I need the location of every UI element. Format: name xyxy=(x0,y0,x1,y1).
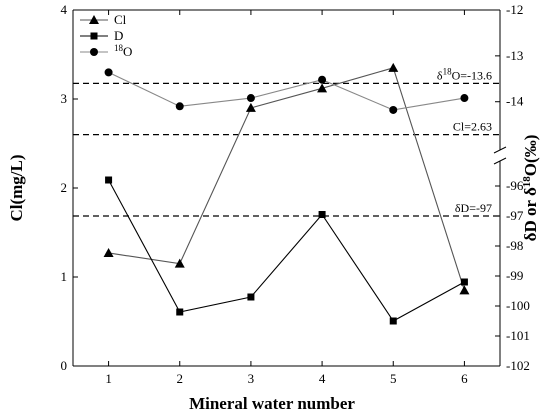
data-point-18o xyxy=(460,94,469,103)
x-tick-label: 1 xyxy=(105,371,112,386)
y-left-tick-label: 4 xyxy=(61,2,68,17)
y-axis-left: 0 1 2 3 4 xyxy=(61,2,78,373)
x-tick-label: 4 xyxy=(319,371,326,386)
data-point-cl xyxy=(459,285,470,295)
x-tick-label: 6 xyxy=(461,371,468,386)
series-18o xyxy=(104,68,469,114)
series-cl xyxy=(103,62,470,295)
y-axis-right-title: δD or δ18O(‰) xyxy=(521,135,540,242)
legend-marker-d xyxy=(90,32,98,40)
data-point-cl xyxy=(245,102,256,112)
x-tick-label: 5 xyxy=(390,371,397,386)
data-point-18o xyxy=(318,75,327,84)
legend-marker-18o xyxy=(90,48,98,56)
data-point-18o xyxy=(389,105,398,114)
y-right-tick-label: -14 xyxy=(506,94,524,109)
data-point-cl xyxy=(317,83,328,93)
series-line-d xyxy=(108,179,465,322)
y-right-tick-label: -100 xyxy=(506,298,530,313)
data-point-18o xyxy=(246,94,255,103)
x-tick-label: 3 xyxy=(248,371,255,386)
x-axis: 1 2 3 4 5 6 xyxy=(105,10,468,386)
data-point-cl xyxy=(174,258,185,268)
y-left-tick-label: 3 xyxy=(61,91,68,106)
legend-marker-cl xyxy=(89,15,99,24)
data-point-d xyxy=(105,176,113,184)
y-right-tick-label: -99 xyxy=(506,268,523,283)
y-right-tick-label: -98 xyxy=(506,238,523,253)
legend-label-cl: Cl xyxy=(114,12,127,27)
plot-frame xyxy=(72,9,507,367)
axis-break-mark xyxy=(493,157,507,165)
y-right-tick-label: -13 xyxy=(506,48,523,63)
x-axis-title: Mineral water number xyxy=(189,394,355,413)
y-left-tick-label: 1 xyxy=(61,269,68,284)
data-point-d xyxy=(176,308,184,316)
series-d xyxy=(105,176,468,325)
data-point-18o xyxy=(104,68,113,77)
reference-line-label: δ18O=-13.6 xyxy=(437,66,492,82)
y-right-tick-label: -12 xyxy=(506,2,523,17)
x-tick-label: 2 xyxy=(177,371,184,386)
y-right-tick-label: -101 xyxy=(506,328,530,343)
y-axis-right: -12 -13 -14 -96 -97 -98 -99 -100 -101 -102 xyxy=(495,2,530,373)
y-left-tick-label: 0 xyxy=(61,358,68,373)
axis-break-mark xyxy=(493,146,507,154)
data-point-18o xyxy=(175,102,184,111)
data-point-d xyxy=(389,317,397,325)
legend-label-18o: 18O xyxy=(114,43,132,59)
y-right-tick-label: -102 xyxy=(506,358,530,373)
series-layer xyxy=(103,62,470,325)
legend-label-d: D xyxy=(114,28,123,43)
data-point-d xyxy=(247,293,255,301)
reference-line-label: Cl=2.63 xyxy=(453,120,492,134)
y-right-tick-label: -97 xyxy=(506,208,524,223)
data-point-d xyxy=(460,278,468,286)
data-point-cl xyxy=(103,247,114,257)
series-line-cl xyxy=(108,67,465,291)
reference-line-label: δD=-97 xyxy=(455,201,492,215)
y-axis-left-title: Cl(mg/L) xyxy=(7,154,26,221)
series-line-18o xyxy=(108,71,465,111)
reference-lines: δ18O=-13.6 Cl=2.63 δD=-97 xyxy=(73,66,500,217)
y-right-tick-label: -96 xyxy=(506,178,524,193)
data-point-d xyxy=(318,211,326,218)
y-left-tick-label: 2 xyxy=(61,180,68,195)
data-point-cl xyxy=(388,62,399,72)
